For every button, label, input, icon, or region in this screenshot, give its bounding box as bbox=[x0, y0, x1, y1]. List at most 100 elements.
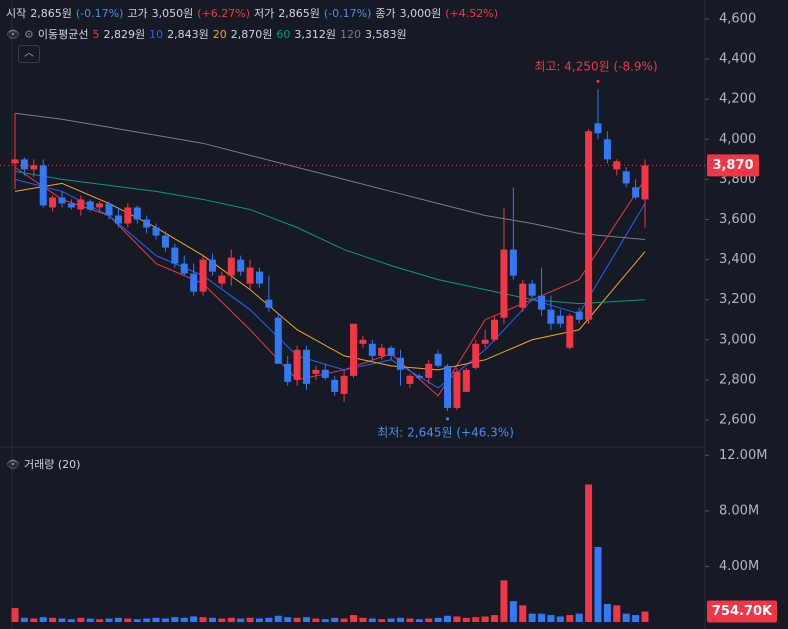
volume-bar bbox=[218, 618, 226, 622]
volume-bar bbox=[208, 617, 216, 622]
volume-bar bbox=[519, 605, 527, 622]
candle-body bbox=[58, 197, 66, 204]
volume-bar bbox=[199, 617, 207, 622]
volume-bar bbox=[368, 618, 376, 622]
candle-body bbox=[603, 139, 611, 160]
candle-body bbox=[161, 235, 169, 248]
candle-body bbox=[77, 199, 85, 210]
ma-period: 5 bbox=[92, 27, 100, 41]
candle-body bbox=[415, 375, 423, 378]
candle-body bbox=[575, 311, 583, 320]
volume-bar bbox=[632, 615, 640, 622]
volume-bar bbox=[237, 618, 245, 622]
ohlc-change: (+6.27%) bbox=[197, 6, 250, 20]
volume-bar bbox=[387, 618, 395, 622]
candle-body bbox=[143, 219, 151, 228]
volume-bar bbox=[603, 603, 611, 622]
volume-bar bbox=[86, 618, 94, 622]
eye-icon[interactable]: 👁 bbox=[6, 457, 20, 471]
ohlc-value: 3,050원 bbox=[151, 7, 194, 20]
ohlc-change: (-0.17%) bbox=[75, 6, 124, 20]
y-tick-label: 2,800 bbox=[719, 372, 756, 387]
y-tick-label: 3,600 bbox=[719, 212, 756, 227]
candle-body bbox=[462, 369, 470, 392]
volume-bar bbox=[284, 617, 292, 622]
candle-body bbox=[293, 349, 301, 380]
candle-body bbox=[321, 369, 329, 378]
y-tick-label: 4.00M bbox=[719, 559, 759, 574]
ohlc-value: 2,865원 bbox=[30, 7, 72, 20]
y-tick-label: 3,400 bbox=[719, 252, 756, 267]
volume-bar bbox=[500, 580, 508, 622]
ma-value: 3,312원 bbox=[294, 28, 336, 41]
candle-body bbox=[453, 371, 461, 408]
ma-legend: 👁 ⚙ 이동평균선 5 2,829원 10 2,843원 20 2,870원 60 3,312… bbox=[6, 26, 407, 42]
volume-bar bbox=[274, 615, 282, 622]
eye-icon[interactable]: 👁 bbox=[6, 27, 20, 41]
extreme-annotation: 최저: 2,645원 (+46.3%) bbox=[377, 425, 514, 439]
y-tick-label: 3,000 bbox=[719, 332, 756, 347]
candle-body bbox=[387, 347, 395, 356]
volume-bar bbox=[566, 615, 574, 622]
volume-bar bbox=[114, 617, 122, 622]
volume-bar bbox=[39, 617, 47, 622]
ohlc-label: 종가 bbox=[375, 7, 396, 20]
y-tick-label: 12.00M bbox=[719, 448, 767, 463]
candle-body bbox=[472, 343, 480, 368]
volume-bar bbox=[58, 618, 66, 622]
volume-bar bbox=[509, 601, 517, 622]
candle-body bbox=[302, 349, 310, 384]
volume-bar bbox=[246, 617, 254, 622]
candle-body bbox=[350, 323, 358, 376]
ohlc-change: (-0.17%) bbox=[323, 6, 372, 20]
volume-bar bbox=[331, 617, 339, 622]
last-volume-badge bbox=[707, 600, 777, 623]
candle-body bbox=[641, 165, 649, 200]
last-price-label: 3,870 bbox=[712, 158, 753, 173]
candle-body bbox=[622, 171, 630, 184]
candle-body bbox=[378, 347, 386, 356]
ma-period: 120 bbox=[339, 27, 361, 41]
extreme-marker bbox=[446, 417, 450, 421]
volume-bar bbox=[425, 618, 433, 622]
candle-body bbox=[67, 203, 75, 208]
volume-bar bbox=[585, 484, 593, 622]
ma-value: 3,583원 bbox=[364, 28, 407, 41]
candle-body bbox=[255, 271, 263, 284]
candle-body bbox=[312, 369, 320, 374]
settings-icon[interactable]: ⚙ bbox=[23, 27, 34, 41]
ma-period: 20 bbox=[212, 27, 227, 41]
candle-body bbox=[86, 201, 94, 210]
ohlc-change: (+4.52%) bbox=[445, 6, 498, 20]
volume-bar bbox=[472, 617, 480, 622]
last-volume-label: 754.70K bbox=[712, 604, 773, 619]
candle-body bbox=[96, 203, 104, 208]
volume-bar bbox=[538, 613, 546, 622]
candle-body bbox=[114, 215, 122, 224]
volume-bar bbox=[453, 616, 461, 622]
collapse-button[interactable]: ︿ bbox=[18, 45, 40, 63]
volume-bar bbox=[641, 611, 649, 622]
volume-bar bbox=[622, 613, 630, 622]
candle-body bbox=[39, 165, 47, 206]
volume-bar bbox=[152, 617, 160, 622]
volume-bar bbox=[49, 617, 57, 622]
candle-body bbox=[30, 165, 38, 170]
volume-title: 거래량 (20) bbox=[23, 458, 81, 471]
candle-body bbox=[538, 295, 546, 310]
candle-body bbox=[519, 283, 527, 308]
volume-bar bbox=[406, 618, 414, 622]
candle-body bbox=[528, 283, 536, 296]
candle-body bbox=[547, 309, 555, 324]
candle-body bbox=[566, 315, 574, 348]
volume-bar bbox=[613, 605, 621, 622]
candle-body bbox=[444, 365, 452, 408]
volume-bar bbox=[434, 617, 442, 622]
candle-body bbox=[20, 159, 28, 170]
ohlc-label: 저가 bbox=[254, 7, 275, 20]
volume-bar bbox=[462, 617, 470, 622]
candle-body bbox=[265, 299, 273, 308]
ma-value: 2,829원 bbox=[103, 28, 146, 41]
